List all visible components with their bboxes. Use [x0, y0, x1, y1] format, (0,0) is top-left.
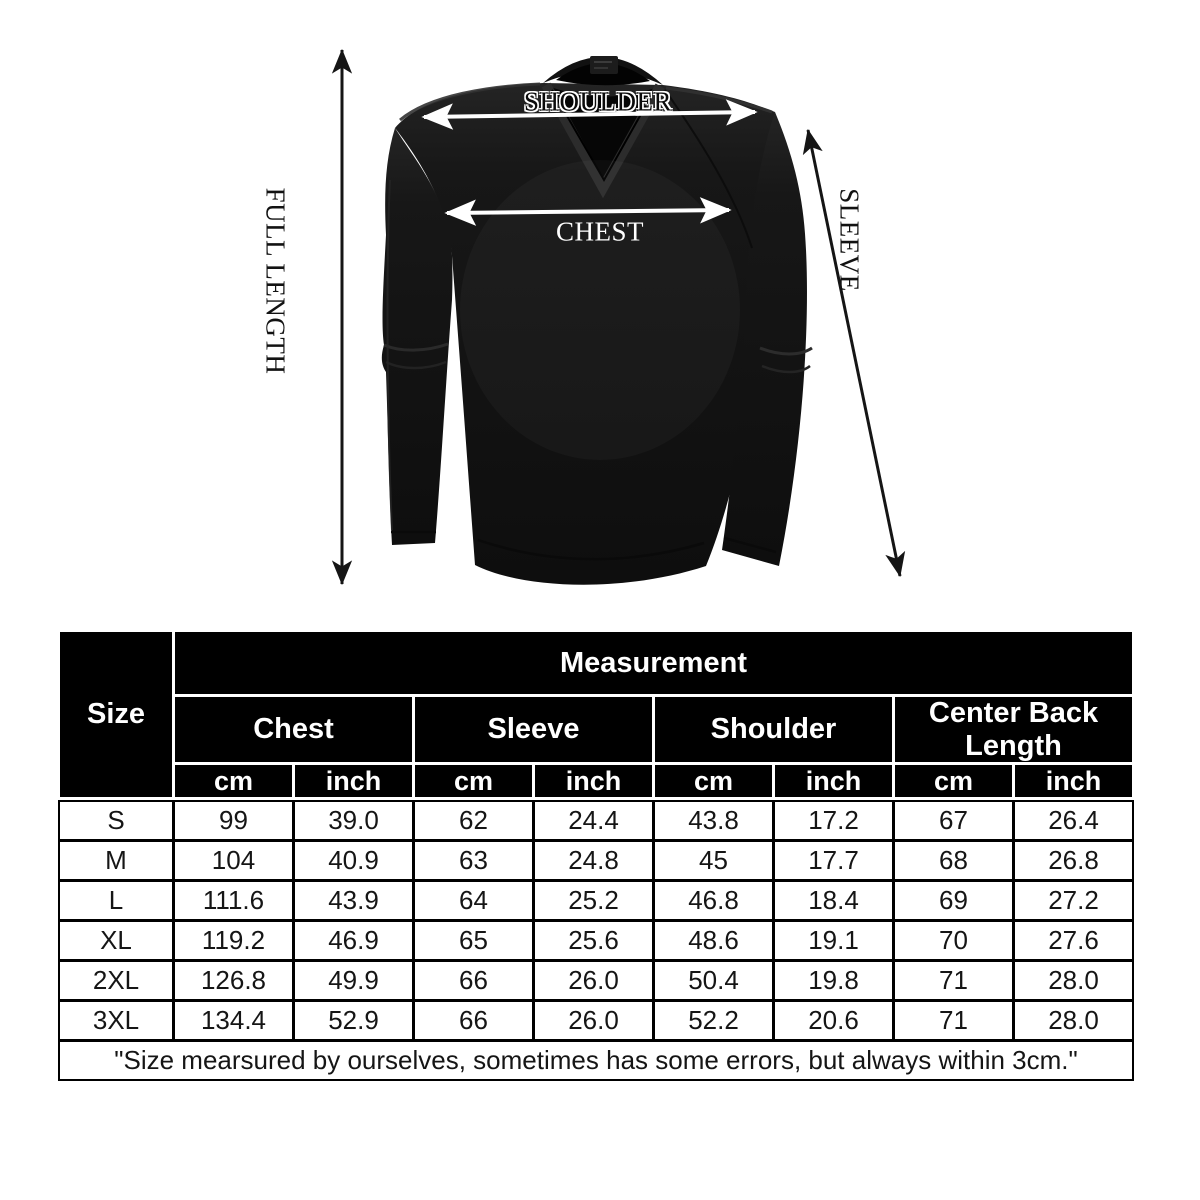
table-cell: 134.4	[175, 1002, 292, 1039]
table-cell: 67	[895, 802, 1012, 839]
row-size-label: 3XL	[60, 1002, 172, 1039]
sleeve-arrow	[802, 128, 906, 578]
unit-header: cm	[175, 765, 292, 797]
unit-header: inch	[1015, 765, 1132, 797]
table-cell: 70	[895, 922, 1012, 959]
sweater-right-sleeve	[722, 112, 807, 566]
table-cell: 52.9	[295, 1002, 412, 1039]
size-column-header: Size	[60, 632, 172, 797]
collar-inside-shadow	[556, 63, 650, 86]
table-cell: 43.8	[655, 802, 772, 839]
table-cell: 26.0	[535, 962, 652, 999]
chest-arrow	[444, 197, 732, 226]
table-cell: 119.2	[175, 922, 292, 959]
size-table-body: S 99 39.0 62 24.4 43.8 17.2 67 26.4 M 10…	[60, 802, 1132, 1079]
sweater-and-arrows-graphic	[331, 48, 906, 586]
full-length-label: FULL LENGTH	[260, 187, 291, 375]
table-cell: 49.9	[295, 962, 412, 999]
table-cell: 52.2	[655, 1002, 772, 1039]
table-cell: 27.2	[1015, 882, 1132, 919]
table-cell: 45	[655, 842, 772, 879]
table-cell: 65	[415, 922, 532, 959]
table-cell: 62	[415, 802, 532, 839]
unit-header: cm	[655, 765, 772, 797]
table-cell: 19.8	[775, 962, 892, 999]
table-cell: 40.9	[295, 842, 412, 879]
shoulder-label: SHOULDER	[523, 86, 673, 117]
row-size-label: S	[60, 802, 172, 839]
table-cell: 20.6	[775, 1002, 892, 1039]
table-cell: 46.8	[655, 882, 772, 919]
table-cell: 26.0	[535, 1002, 652, 1039]
row-size-label: M	[60, 842, 172, 879]
table-cell: 26.4	[1015, 802, 1132, 839]
table-cell: 25.6	[535, 922, 652, 959]
table-cell: 71	[895, 1002, 1012, 1039]
group-header-center-back-length: Center Back Length	[895, 697, 1132, 762]
row-size-label: 2XL	[60, 962, 172, 999]
group-header-shoulder: Shoulder	[655, 697, 892, 762]
product-measurement-figure: FULL LENGTH SHOULDER CHEST SLEEVE	[260, 48, 906, 586]
shoulder-arrow	[421, 99, 758, 130]
table-cell: 27.6	[1015, 922, 1132, 959]
table-cell: 24.4	[535, 802, 652, 839]
table-cell: 64	[415, 882, 532, 919]
table-cell: 104	[175, 842, 292, 879]
table-cell: 39.0	[295, 802, 412, 839]
table-cell: 25.2	[535, 882, 652, 919]
sleeve-label: SLEEVE	[834, 188, 865, 292]
sweater-left-sleeve	[381, 128, 453, 545]
table-cell: 69	[895, 882, 1012, 919]
row-size-label: XL	[60, 922, 172, 959]
sweater-illustration	[381, 56, 813, 585]
table-cell: 28.0	[1015, 1002, 1132, 1039]
table-cell: 99	[175, 802, 292, 839]
table-cell: 63	[415, 842, 532, 879]
chest-label: CHEST	[555, 216, 645, 247]
group-header-chest: Chest	[175, 697, 412, 762]
table-cell: 126.8	[175, 962, 292, 999]
table-cell: 66	[415, 1002, 532, 1039]
table-cell: 19.1	[775, 922, 892, 959]
chest-sheen	[460, 160, 740, 460]
group-header-sleeve: Sleeve	[415, 697, 652, 762]
table-cell: 71	[895, 962, 1012, 999]
table-cell: 18.4	[775, 882, 892, 919]
table-cell: 111.6	[175, 882, 292, 919]
size-table: Size Measurement Chest Sleeve Shoulder C…	[60, 632, 1132, 1079]
size-table-header: Size Measurement Chest Sleeve Shoulder C…	[60, 632, 1132, 797]
unit-header: inch	[295, 765, 412, 797]
table-cell: 17.7	[775, 842, 892, 879]
unit-header: cm	[895, 765, 1012, 797]
table-cell: 50.4	[655, 962, 772, 999]
unit-header: cm	[415, 765, 532, 797]
unit-header: inch	[775, 765, 892, 797]
table-cell: 28.0	[1015, 962, 1132, 999]
measurement-header: Measurement	[175, 632, 1132, 694]
table-cell: 68	[895, 842, 1012, 879]
measurement-disclaimer: "Size mearsured by ourselves, sometimes …	[60, 1042, 1132, 1079]
table-cell: 46.9	[295, 922, 412, 959]
table-cell: 66	[415, 962, 532, 999]
table-cell: 43.9	[295, 882, 412, 919]
collar-brand-tag	[590, 56, 618, 74]
table-cell: 17.2	[775, 802, 892, 839]
table-cell: 26.8	[1015, 842, 1132, 879]
unit-header: inch	[535, 765, 652, 797]
table-cell: 24.8	[535, 842, 652, 879]
table-cell: 48.6	[655, 922, 772, 959]
row-size-label: L	[60, 882, 172, 919]
